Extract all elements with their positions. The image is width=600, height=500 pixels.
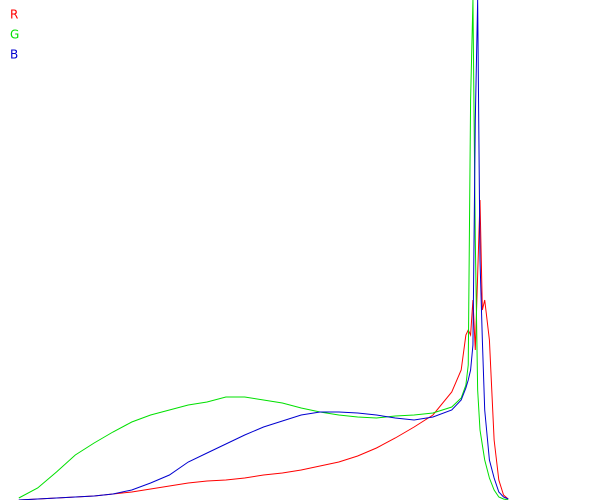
histogram-line: [18, 199, 509, 500]
legend-label: G: [10, 28, 19, 42]
histogram-line: [18, 0, 509, 500]
legend-label: B: [10, 48, 18, 62]
legend-label: R: [10, 8, 18, 22]
histogram-line: [18, 0, 509, 500]
